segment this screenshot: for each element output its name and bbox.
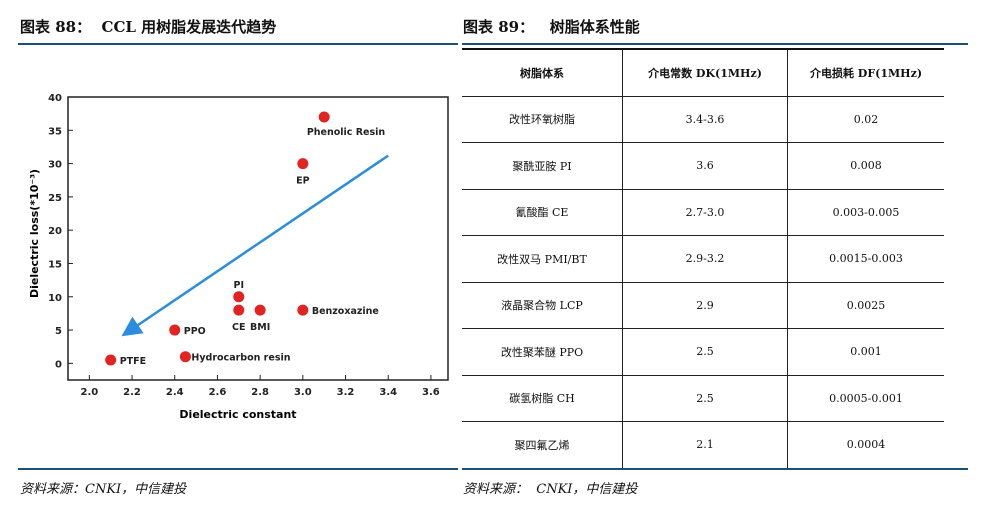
table-row: 改性环氧树脂 3.4-3.6 0.02 bbox=[462, 95, 944, 143]
table-cell: 2.1 bbox=[622, 421, 788, 470]
y-tick-label: 30 bbox=[48, 160, 62, 171]
table-row: 聚四氟乙烯 2.1 0.0004 bbox=[462, 421, 944, 470]
data-label: Hydrocarbon resin bbox=[191, 353, 290, 364]
table-cell: 2.5 bbox=[622, 374, 788, 422]
x-tick-label: 2.8 bbox=[251, 387, 269, 398]
data-label: PPO bbox=[184, 326, 206, 337]
y-tick-label: 5 bbox=[55, 326, 62, 337]
table-cell: 0.0004 bbox=[787, 421, 944, 470]
data-point bbox=[297, 304, 309, 316]
x-tick-label: 2.0 bbox=[80, 387, 98, 398]
table-cell: 改性聚苯醚 PPO bbox=[462, 328, 623, 376]
table-row: 聚酰亚胺 PI 3.6 0.008 bbox=[462, 142, 944, 190]
x-tick-label: 2.6 bbox=[209, 387, 227, 398]
x-tick-label: 3.0 bbox=[294, 387, 312, 398]
y-tick-label: 10 bbox=[48, 293, 62, 304]
column-header: 树脂体系 bbox=[462, 48, 623, 97]
plot-frame bbox=[67, 96, 449, 381]
table-row: 液晶聚合物 LCP 2.9 0.0025 bbox=[462, 281, 944, 329]
figure-88-title: 图表 88： CCL 用树脂发展迭代趋势 bbox=[20, 18, 277, 36]
y-tick-label: 0 bbox=[55, 359, 62, 370]
scatter-chart: 2.0 2.2 2.4 2.6 2.8 3.0 3.2 3.4 3.6 0 5 10 15 20 25 30 3… bbox=[28, 93, 449, 421]
footer-rule bbox=[462, 468, 968, 470]
data-point bbox=[318, 111, 330, 123]
y-axis-label: Dielectric loss(*10⁻³) bbox=[28, 169, 41, 298]
table-row: 碳氢树脂 CH 2.5 0.0005-0.001 bbox=[462, 374, 944, 422]
table-cell: 0.0015-0.003 bbox=[787, 235, 944, 283]
data-point bbox=[105, 354, 117, 366]
table-cell: 液晶聚合物 LCP bbox=[462, 281, 623, 329]
data-label: Phenolic Resin bbox=[307, 127, 386, 138]
data-point bbox=[179, 351, 191, 363]
table-row: 改性聚苯醚 PPO 2.5 0.001 bbox=[462, 328, 944, 376]
figure-89-title: 图表 89： 树脂体系性能 bbox=[463, 18, 640, 36]
source-note: 资料来源： CNKI，中信建投 bbox=[463, 482, 638, 497]
data-label: PI bbox=[234, 280, 245, 291]
table-cell: 2.7-3.0 bbox=[622, 188, 788, 236]
x-axis-label: Dielectric constant bbox=[179, 408, 296, 421]
table-cell: 2.5 bbox=[622, 328, 788, 376]
title-rule bbox=[18, 43, 458, 45]
table-cell: 聚酰亚胺 PI bbox=[462, 142, 623, 190]
table-cell: 0.001 bbox=[787, 328, 944, 376]
table-row: 氰酸酯 CE 2.7-3.0 0.003-0.005 bbox=[462, 188, 944, 236]
table-cell: 0.0005-0.001 bbox=[787, 374, 944, 422]
table-header-row: 树脂体系 介电常数 DK(1MHz) 介电损耗 DF(1MHz) bbox=[462, 48, 944, 97]
y-tick-label: 25 bbox=[48, 193, 62, 204]
y-tick-label: 20 bbox=[48, 226, 62, 237]
data-point bbox=[254, 304, 266, 316]
table-cell: 聚四氟乙烯 bbox=[462, 421, 623, 470]
title-rule bbox=[462, 43, 968, 45]
table-cell: 0.0025 bbox=[787, 281, 944, 329]
x-tick-label: 2.2 bbox=[123, 387, 141, 398]
table-cell: 0.02 bbox=[787, 95, 944, 143]
resin-properties-table: 树脂体系 介电常数 DK(1MHz) 介电损耗 DF(1MHz) 改性环氧树脂 3.4-… bbox=[462, 48, 944, 470]
table-cell: 碳氢树脂 CH bbox=[462, 374, 623, 422]
column-header: 介电损耗 DF(1MHz) bbox=[787, 48, 944, 97]
y-tick-label: 40 bbox=[48, 93, 62, 104]
table-cell: 0.003-0.005 bbox=[787, 188, 944, 236]
data-point bbox=[233, 304, 245, 316]
table-cell: 2.9 bbox=[622, 281, 788, 329]
table-cell: 改性双马 PMI/BT bbox=[462, 235, 623, 283]
x-tick-label: 3.4 bbox=[379, 387, 397, 398]
y-tick-label: 15 bbox=[48, 259, 62, 270]
x-tick-label: 3.2 bbox=[337, 387, 355, 398]
table-cell: 改性环氧树脂 bbox=[462, 95, 623, 143]
table-row: 改性双马 PMI/BT 2.9-3.2 0.0015-0.003 bbox=[462, 235, 944, 283]
trend-arrow bbox=[121, 154, 389, 337]
table-cell: 2.9-3.2 bbox=[622, 235, 788, 283]
data-label: PTFE bbox=[120, 356, 146, 367]
column-header: 介电常数 DK(1MHz) bbox=[622, 48, 788, 97]
table-cell: 氰酸酯 CE bbox=[462, 188, 623, 236]
data-point bbox=[233, 291, 245, 303]
source-note: 资料来源：CNKI，中信建投 bbox=[20, 482, 187, 497]
x-tick-label: 3.6 bbox=[422, 387, 440, 398]
data-label: Benzoxazine bbox=[312, 306, 379, 317]
y-tick-label: 35 bbox=[48, 126, 62, 137]
x-tick-label: 2.4 bbox=[166, 387, 184, 398]
data-label: EP bbox=[296, 176, 309, 187]
footer-rule bbox=[18, 468, 458, 470]
data-label: CE bbox=[232, 322, 245, 333]
table-cell: 0.008 bbox=[787, 142, 944, 190]
data-label: BMI bbox=[250, 322, 270, 333]
table-cell: 3.4-3.6 bbox=[622, 95, 788, 143]
data-point bbox=[297, 158, 309, 170]
data-point bbox=[169, 324, 181, 336]
table-cell: 3.6 bbox=[622, 142, 788, 190]
